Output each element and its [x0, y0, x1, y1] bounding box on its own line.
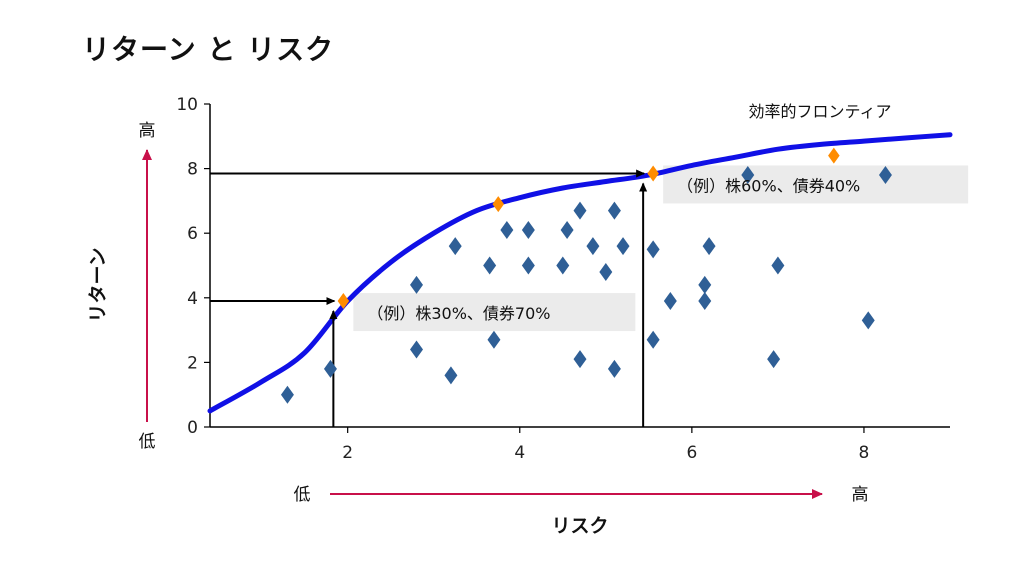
y-tick-label: 8: [187, 160, 198, 180]
portfolio-point: [861, 311, 875, 330]
frontier-point: [492, 196, 505, 213]
portfolio-point: [323, 359, 337, 378]
portfolio-point: [771, 256, 785, 275]
y-low-label: 低: [139, 432, 156, 452]
y-tick-label: 2: [187, 353, 198, 373]
portfolio-point: [410, 340, 423, 359]
portfolio-point: [573, 350, 587, 369]
annotation-box: [353, 293, 636, 332]
x-tick-label: 4: [514, 443, 525, 463]
portfolio-point: [521, 220, 535, 239]
x-low-label: 低: [294, 485, 311, 505]
portfolio-point: [556, 256, 570, 275]
y-tick-label: 4: [187, 289, 198, 309]
portfolio-point: [410, 275, 423, 294]
x-high-label: 高: [852, 485, 869, 505]
portfolio-point: [702, 237, 716, 256]
frontier-point: [647, 165, 659, 182]
frontier-label: 効率的フロンティア: [748, 102, 891, 121]
x-tick-label: 2: [342, 443, 353, 463]
portfolio-point: [599, 262, 613, 281]
x-axis-title: リスク: [551, 515, 608, 537]
portfolio-point: [698, 292, 712, 311]
frontier-line: [207, 132, 953, 414]
portfolio-point: [878, 166, 892, 185]
portfolio-point: [448, 237, 462, 256]
y-tick-label: 10: [176, 95, 198, 115]
portfolio-point: [521, 256, 535, 275]
portfolio-point: [280, 385, 294, 404]
portfolio-point: [487, 330, 501, 349]
x-tick-label: 8: [859, 443, 870, 463]
chart-title: リターン と リスク: [82, 33, 335, 66]
portfolio-point: [646, 330, 660, 349]
portfolio-point: [741, 166, 755, 185]
x-tick-label: 6: [686, 443, 697, 463]
portfolio-point: [607, 201, 621, 220]
frontier-point: [828, 147, 840, 164]
portfolio-point: [646, 240, 660, 259]
portfolio-point: [444, 366, 458, 385]
frontier-point: [337, 293, 350, 310]
portfolio-point: [607, 359, 621, 378]
y-high-label: 高: [139, 121, 156, 141]
portfolio-point: [698, 275, 712, 294]
annotation-box: [663, 165, 969, 204]
y-tick-label: 6: [187, 224, 198, 244]
portfolio-point: [616, 237, 630, 256]
portfolio-point: [586, 237, 600, 256]
portfolio-point: [483, 256, 497, 275]
portfolio-point: [573, 201, 587, 220]
portfolio-point: [767, 350, 781, 369]
portfolio-point: [500, 220, 514, 239]
annotation-text: （例）株30%、債券70%: [367, 304, 550, 323]
y-axis-title: リターン: [87, 247, 109, 322]
annotation-text: （例）株60%、債券40%: [677, 176, 860, 195]
portfolio-point: [663, 292, 677, 311]
portfolio-point: [560, 220, 574, 239]
y-tick-label: 0: [187, 418, 198, 438]
